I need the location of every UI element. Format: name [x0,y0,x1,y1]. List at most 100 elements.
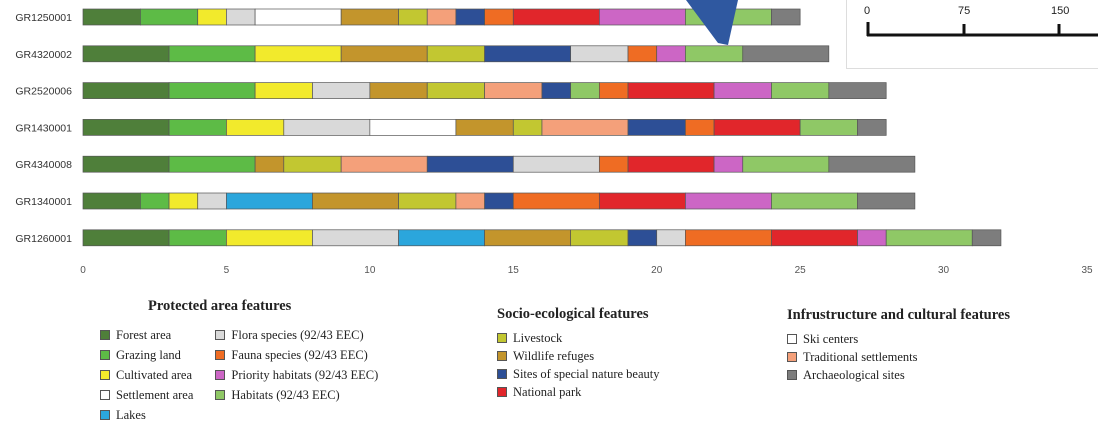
bars-layer [82,8,1002,247]
bar-segment-traditional-settlements [340,155,428,173]
bar-segment-priority-habitats-92-43-eec [713,155,744,173]
legend-label: Archaeological sites [803,367,905,382]
legend-label: Forest area [116,327,172,342]
bar-segment-cultivated-area [197,8,227,26]
bar-segment-traditional-settlements [426,8,457,26]
bar-segment-ski-centers [254,8,342,26]
bar-segment-habitats-92-43-eec [885,229,973,247]
bar-segment-fauna-species-92-43-eec [598,82,629,99]
bar-segment-sites-of-special-nature-beauty [484,192,514,210]
legend-item: Ski centers [787,330,917,348]
bar-segment-livestock [398,8,428,26]
legend-item: Habitats (92/43 EEC) [215,385,378,405]
category-label: GR1250001 [15,12,72,24]
legend-item: Grazing land [100,345,193,365]
bar-segment-wildlife-refuges [455,119,514,136]
bar-segment-priority-habitats-92-43-eec [713,82,772,99]
x-tick-label: 20 [651,265,663,276]
legend-label: Wildlife refuges [513,348,595,363]
scale-label-150: 150 [1051,5,1070,17]
bar-segment-grazing-land [140,8,199,26]
scale-bar: 0 75 150 [846,0,1098,69]
legend-label: Traditional settlements [803,349,918,364]
legend-item: Flora species (92/43 EEC) [215,325,378,345]
bar-segment-fauna-species-92-43-eec [598,155,629,173]
legend-label: Priority habitats (92/43 EEC) [231,367,379,382]
legend-swatch [215,350,226,360]
category-label: GR2520006 [15,86,72,98]
legend-socio-ecological: Socio-ecological features Livestock Wildl… [497,306,659,401]
legend-protected-area: Protected area features Forest area Grazi… [100,298,378,425]
x-axis: 0 5 10 15 20 25 30 35 [80,265,1093,276]
bar-segment-archaeological-sites [742,45,830,63]
bar-segment-lakes [226,192,313,210]
legend-item: Settlement area [100,385,193,405]
legend-item: Forest area [100,325,193,345]
bar-segment-livestock [426,45,485,63]
legend-columns: Ski centers Traditional settlements Archae… [787,330,1010,384]
bar-segment-fauna-species-92-43-eec [512,192,600,210]
bar-segment-fauna-species-92-43-eec [627,45,658,63]
bar-segment-ski-centers [369,119,457,136]
bar-segment-grazing-land [168,119,227,136]
bar-segment-sites-of-special-nature-beauty [484,45,572,63]
bar-segment-grazing-land [168,229,227,247]
legend-column: Flora species (92/43 EEC) Fauna species (… [215,325,378,425]
bar-segment-traditional-settlements [455,192,485,210]
legend-column: Livestock Wildlife refuges Sites of specia… [497,329,659,401]
category-label: GR1260001 [15,233,72,245]
legend-label: National park [513,384,582,399]
bar-segment-fauna-species-92-43-eec [685,229,772,247]
bar-segment-archaeological-sites [857,192,916,210]
legend-title: Socio-ecological features [497,306,649,322]
legend-swatch [215,330,226,340]
bar-segment-habitats-92-43-eec [799,119,858,136]
bar-segment-habitats-92-43-eec [771,192,858,210]
bar-segment-forest-area [82,8,141,26]
legend-label: Cultivated area [116,367,193,382]
bar-segment-priority-habitats-92-43-eec [857,229,887,247]
legend-title: Protected area features [148,298,292,314]
x-tick-label: 30 [938,265,950,276]
bar-segment-priority-habitats-92-43-eec [656,45,686,63]
legend-swatch [215,370,226,380]
legend-item: Sites of special nature beauty [497,365,659,383]
bar-segment-habitats-92-43-eec [570,82,600,99]
bar-segment-flora-species-92-43-eec [197,192,227,210]
legend-swatch [215,390,226,400]
legend-item: Cultivated area [100,365,193,385]
bar-segment-livestock [512,119,543,136]
bar-segment-flora-species-92-43-eec [283,119,371,136]
legend-swatch [100,370,110,380]
bar-segment-national-park [512,8,600,26]
legend-swatch [787,370,797,380]
bar-segment-habitats-92-43-eec [685,45,744,63]
legend-label: Fauna species (92/43 EEC) [231,347,368,362]
legend-swatch [100,410,110,420]
bar-segment-priority-habitats-92-43-eec [685,192,772,210]
bar-segment-flora-species-92-43-eec [570,45,629,63]
category-label: GR4320002 [15,49,72,61]
legend-item: Archaeological sites [787,366,917,384]
bar-segment-livestock [570,229,629,247]
legend-item: Fauna species (92/43 EEC) [215,345,378,365]
bar-segment-forest-area [82,229,170,247]
legend-item: Priority habitats (92/43 EEC) [215,365,378,385]
legend-swatch [100,330,110,340]
bar-segment-flora-species-92-43-eec [656,229,686,247]
bar-segment-cultivated-area [168,192,199,210]
bar-segment-sites-of-special-nature-beauty [426,155,514,173]
bar-segment-archaeological-sites [828,82,887,99]
bar-segment-grazing-land [168,45,256,63]
legend-label: Settlement area [116,387,194,402]
bar-segment-grazing-land [168,155,256,173]
bar-segment-flora-species-92-43-eec [512,155,600,173]
category-label: GR1340001 [15,196,72,208]
stacked-bar-chart: GR1250001 GR4320002 GR2520006 GR1430001 GR43… [15,0,1093,276]
bar-segment-cultivated-area [254,45,342,63]
bar-segment-sites-of-special-nature-beauty [455,8,485,26]
bar-segment-livestock [398,192,457,210]
legend-swatch [497,351,507,361]
bar-segment-livestock [283,155,342,173]
legend-item: Wildlife refuges [497,347,659,365]
